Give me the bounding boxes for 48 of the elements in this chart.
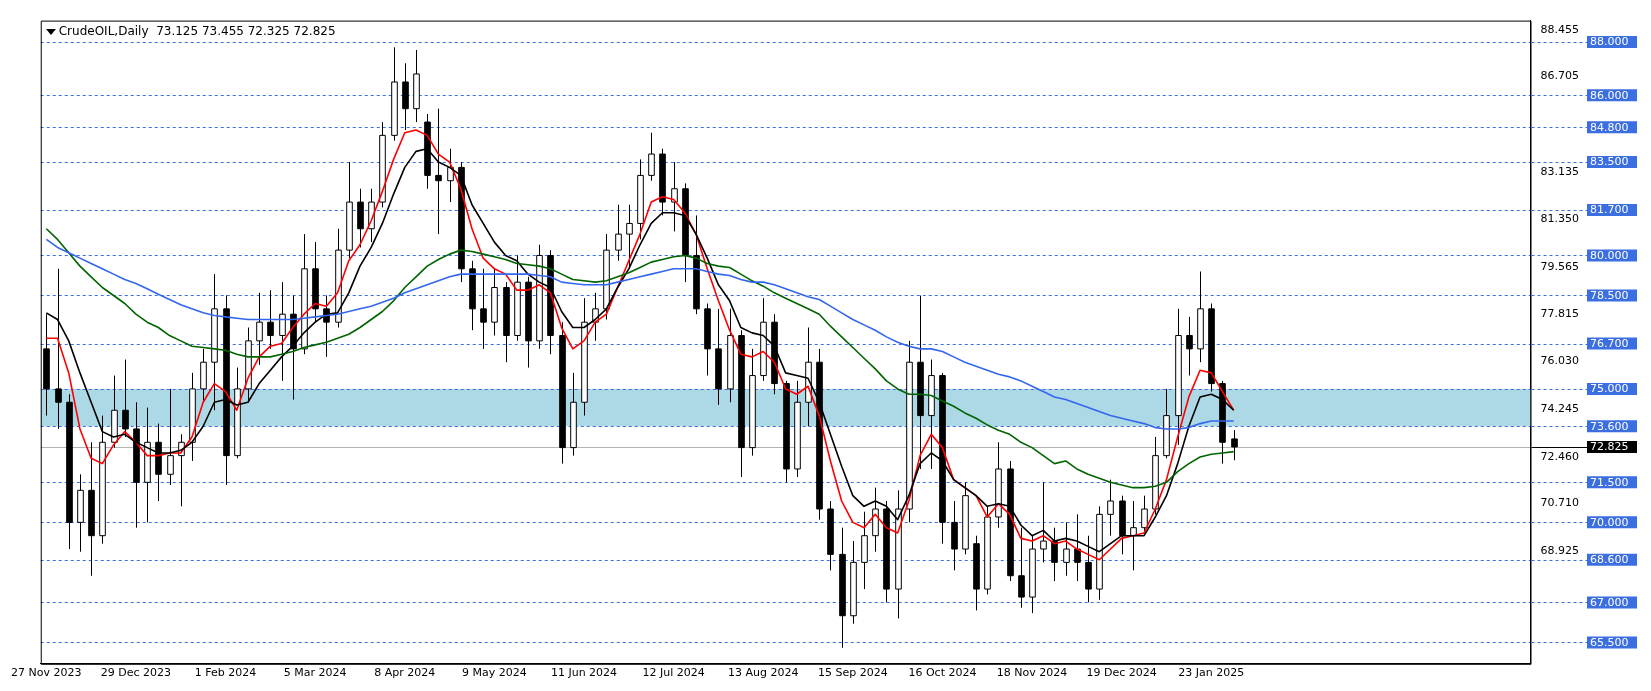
ref-line-label: 65.500	[1590, 635, 1629, 649]
x-tick-label: 1 Feb 2024	[194, 666, 257, 680]
candlestick	[323, 295, 330, 358]
y-tick-label: 68.925	[1540, 543, 1580, 557]
x-tick-label: 8 Apr 2024	[374, 666, 436, 680]
ref-line-label: 68.600	[1590, 553, 1629, 567]
y-tick-label: 72.460	[1540, 449, 1580, 463]
x-tick-label: 12 Jul 2024	[642, 666, 705, 680]
ref-line-label: 72.825	[1590, 440, 1629, 454]
candlestick	[671, 161, 678, 232]
chart-title: CrudeOIL,Daily 73.125 73.455 72.325 72.825	[58, 23, 336, 38]
x-tick-label: 11 Jun 2024	[550, 666, 618, 680]
ref-line-label: 81.700	[1590, 203, 1629, 217]
candlestick	[55, 268, 62, 430]
y-tick-label: 79.565	[1540, 259, 1580, 273]
candlestick	[480, 268, 487, 350]
ref-line-label: 84.800	[1590, 120, 1629, 134]
x-tick-label: 9 May 2024	[462, 666, 527, 680]
y-tick-label: 86.705	[1540, 69, 1580, 83]
ref-line-label: 83.500	[1590, 155, 1629, 169]
ref-line-label: 88.000	[1590, 35, 1629, 49]
ref-line-label: 80.000	[1590, 248, 1629, 262]
x-tick-label: 19 Dec 2024	[1086, 666, 1157, 680]
x-tick-label: 23 Jan 2025	[1178, 666, 1245, 680]
x-tick-label: 15 Sep 2024	[817, 666, 888, 680]
ref-line-label: 75.000	[1590, 382, 1629, 396]
candlestick	[167, 388, 174, 486]
candlestick	[592, 292, 599, 342]
ref-line-label: 67.000	[1590, 595, 1629, 609]
ref-line-label: 73.600	[1590, 419, 1629, 433]
x-tick-label: 29 Dec 2023	[100, 666, 172, 680]
x-tick-label: 13 Aug 2024	[727, 666, 799, 680]
y-tick-label: 70.710	[1540, 496, 1580, 510]
ref-line-label: 86.000	[1590, 88, 1629, 102]
ref-line-label: 70.000	[1590, 515, 1629, 529]
x-tick-label: 5 Mar 2024	[283, 666, 347, 680]
ref-line-label: 71.500	[1590, 475, 1629, 489]
ref-line-label: 76.700	[1590, 336, 1629, 350]
y-tick-label: 88.455	[1540, 22, 1580, 36]
y-tick-label: 77.815	[1540, 306, 1580, 320]
ref-line-label: 78.500	[1590, 288, 1629, 302]
y-tick-label: 81.350	[1540, 212, 1580, 226]
x-tick-label: 27 Nov 2023	[11, 666, 82, 680]
y-tick-label: 76.030	[1540, 354, 1580, 368]
x-tick-label: 16 Oct 2024	[908, 666, 977, 680]
x-tick-label: 18 Nov 2024	[996, 666, 1068, 680]
y-tick-label: 74.245	[1540, 401, 1580, 415]
y-tick-label: 83.135	[1540, 164, 1580, 178]
